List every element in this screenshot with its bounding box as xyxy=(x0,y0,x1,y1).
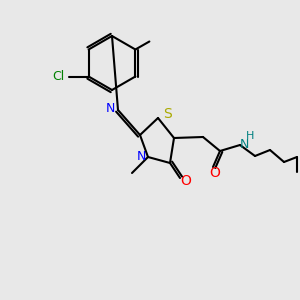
Text: O: O xyxy=(181,174,191,188)
Text: N: N xyxy=(136,149,146,163)
Text: N: N xyxy=(239,137,249,151)
Text: S: S xyxy=(163,107,171,121)
Text: O: O xyxy=(210,166,220,180)
Text: H: H xyxy=(246,131,254,141)
Text: Cl: Cl xyxy=(52,70,65,83)
Text: N: N xyxy=(105,101,115,115)
